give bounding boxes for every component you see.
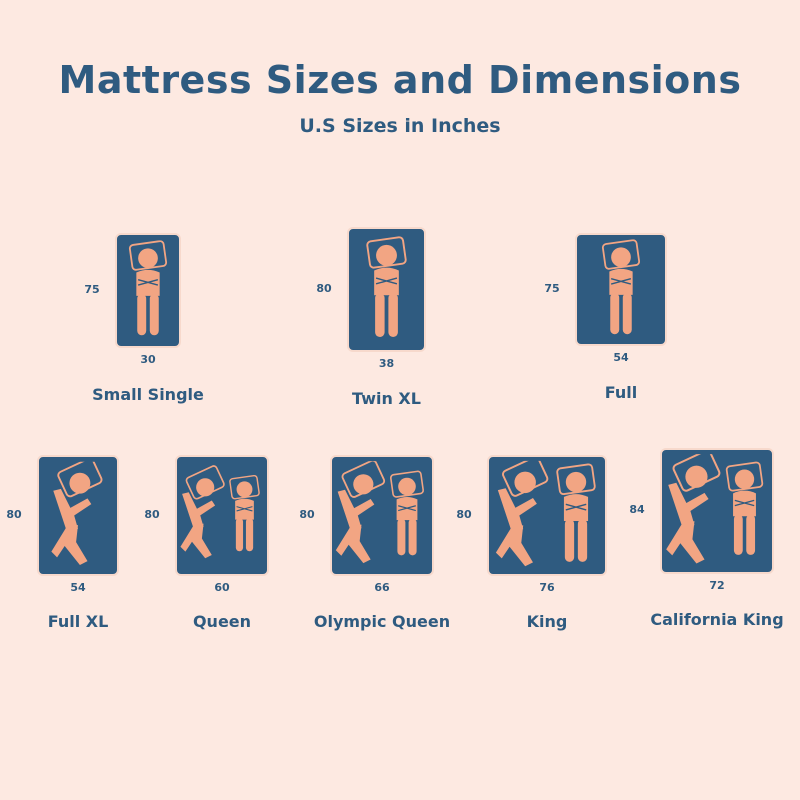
sleeper-icon [365, 235, 408, 338]
width-label: 38 [378, 357, 395, 370]
sleeper-icon [50, 461, 104, 566]
width-label: 66 [374, 581, 390, 594]
width-label: 72 [709, 579, 725, 592]
mattress-name: Olympic Queen [313, 612, 451, 631]
length-label: 80 [316, 281, 332, 295]
couple-icon [179, 463, 261, 560]
length-label: 84 [629, 503, 645, 516]
length-label: 75 [84, 282, 100, 296]
couple-icon [494, 460, 597, 568]
mattress-full-xl [37, 455, 119, 576]
mattress-king [487, 455, 607, 576]
mattress-california-king [660, 448, 774, 574]
page-title: Mattress Sizes and Dimensions [58, 58, 742, 102]
mattress-name: California King [650, 610, 784, 629]
mattress-name: King [526, 612, 568, 631]
width-label: 54 [613, 351, 629, 364]
length-label: 80 [144, 507, 160, 521]
mattress-small-single [115, 233, 181, 348]
length-label: 75 [544, 281, 560, 295]
length-label: 80 [456, 507, 472, 521]
mattress-name: Full [604, 383, 638, 402]
sleeper-icon [601, 239, 641, 336]
mattress-name: Full XL [47, 612, 109, 631]
length-label: 80 [6, 507, 22, 521]
mattress-twin-xl [347, 227, 426, 352]
page-subtitle: U.S Sizes in Inches [299, 115, 501, 137]
width-label: 54 [70, 581, 86, 594]
mattress-name: Small Single [92, 385, 204, 404]
width-label: 76 [539, 581, 555, 594]
length-label: 80 [299, 507, 315, 521]
couple-icon [665, 454, 764, 565]
mattress-olympic-queen [330, 455, 434, 576]
sleeper-icon [128, 240, 168, 337]
mattress-name: Twin XL [352, 389, 421, 408]
mattress-name: Queen [192, 612, 252, 631]
mattress-queen [175, 455, 269, 576]
width-label: 30 [140, 353, 156, 366]
mattress-full [575, 233, 667, 346]
couple-icon [334, 461, 425, 565]
width-label: 60 [214, 581, 230, 594]
